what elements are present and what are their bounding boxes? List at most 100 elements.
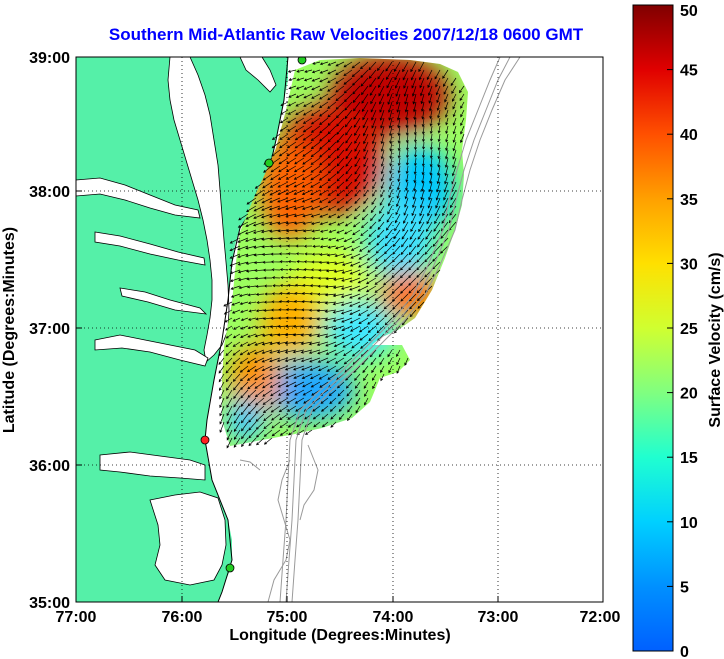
velocity-arrow <box>264 292 272 296</box>
velocity-arrow <box>408 285 417 294</box>
velocity-arrow <box>285 221 297 225</box>
velocity-arrow <box>240 317 249 322</box>
velocity-arrow <box>311 77 321 82</box>
velocity-arrow <box>336 189 345 197</box>
velocity-arrow <box>371 197 377 206</box>
velocity-arrow <box>326 253 337 257</box>
velocity-arrow <box>397 141 401 152</box>
velocity-arrow <box>397 157 401 167</box>
velocity-arrow <box>319 253 329 257</box>
velocity-arrow <box>361 93 369 104</box>
velocity-arrow <box>370 93 377 105</box>
velocity-arrow <box>376 325 385 334</box>
velocity-arrow <box>300 333 313 337</box>
velocity-arrow <box>369 349 377 358</box>
velocity-arrow <box>233 381 241 391</box>
velocity-arrow <box>396 349 401 358</box>
velocity-arrow <box>231 309 241 314</box>
velocity-arrow <box>367 245 377 253</box>
velocity-arrow <box>254 389 265 398</box>
velocity-arrow <box>371 117 377 129</box>
velocity-arrow <box>345 381 353 389</box>
velocity-arrow <box>225 341 233 348</box>
y-tick-label: 37:00 <box>29 321 70 338</box>
velocity-arrow <box>271 413 281 421</box>
velocity-arrow <box>437 149 441 160</box>
velocity-arrow <box>386 69 393 81</box>
velocity-arrow <box>371 109 377 121</box>
velocity-arrow <box>319 85 329 91</box>
velocity-arrow <box>238 277 249 282</box>
velocity-arrow <box>327 101 337 109</box>
velocity-arrow <box>350 325 361 332</box>
station-marker[interactable] <box>225 563 235 573</box>
velocity-arrow <box>312 61 321 65</box>
velocity-arrow <box>380 181 385 190</box>
velocity-arrow <box>349 309 361 316</box>
velocity-arrow <box>358 261 369 268</box>
velocity-arrow <box>311 237 321 241</box>
velocity-arrow <box>310 157 321 165</box>
velocity-arrow <box>278 397 289 405</box>
velocity-arrow <box>325 277 337 281</box>
velocity-arrow <box>319 117 329 126</box>
velocity-arrow <box>351 341 361 349</box>
station-marker[interactable] <box>264 158 274 168</box>
velocity-arrow <box>303 260 313 264</box>
velocity-arrow <box>325 349 337 355</box>
velocity-arrow <box>410 221 417 233</box>
velocity-arrow <box>303 101 313 107</box>
velocity-arrow <box>349 261 361 267</box>
velocity-arrow <box>317 357 329 363</box>
velocity-arrow <box>233 413 241 424</box>
velocity-arrow <box>254 381 265 389</box>
velocity-arrow <box>261 373 273 380</box>
velocity-arrow <box>391 277 401 286</box>
colorbar-tick-label: 25 <box>680 321 698 338</box>
velocity-arrow <box>240 413 249 424</box>
velocity-arrow <box>351 237 361 243</box>
velocity-arrow <box>319 61 329 66</box>
velocity-arrow <box>343 93 353 103</box>
velocity-arrow <box>360 69 369 79</box>
velocity-arrow <box>437 125 441 134</box>
velocity-arrow <box>372 141 377 152</box>
velocity-arrow <box>300 357 313 363</box>
velocity-arrow <box>285 189 297 195</box>
velocity-arrow <box>380 173 385 182</box>
velocity-arrow <box>445 117 449 126</box>
velocity-arrow <box>444 93 449 103</box>
velocity-arrow <box>286 389 297 396</box>
velocity-arrow <box>229 237 241 244</box>
station-marker[interactable] <box>297 56 307 65</box>
velocity-arrow <box>387 205 393 215</box>
velocity-arrow <box>311 229 321 233</box>
velocity-arrow <box>327 205 337 211</box>
station-marker[interactable] <box>200 435 210 445</box>
velocity-arrow <box>452 117 457 126</box>
velocity-arrow <box>443 77 449 87</box>
velocity-arrow <box>336 213 345 219</box>
velocity-arrow <box>294 125 305 132</box>
velocity-arrow <box>302 125 313 133</box>
plot-frame <box>75 56 604 603</box>
velocity-arrow <box>327 157 337 167</box>
velocity-arrow <box>319 157 329 166</box>
velocity-arrow <box>269 229 281 233</box>
velocity-arrow <box>278 300 289 304</box>
y-tick-labels: 39:00 38:00 37:00 36:00 35:00 <box>29 50 70 612</box>
velocity-arrow <box>293 173 305 180</box>
velocity-arrow <box>437 141 441 151</box>
velocity-arrow <box>279 413 289 421</box>
velocity-arrow <box>286 291 297 295</box>
velocity-arrow <box>327 237 337 241</box>
velocity-arrow <box>393 229 401 240</box>
velocity-arrow <box>405 109 409 121</box>
velocity-arrow <box>256 437 265 446</box>
velocity-arrow <box>270 173 281 181</box>
velocity-arrow <box>308 341 321 346</box>
velocity-arrow <box>226 397 233 408</box>
velocity-arrow <box>287 421 297 428</box>
velocity-arrow <box>344 101 353 111</box>
colorbar-tick-label: 15 <box>680 450 698 467</box>
